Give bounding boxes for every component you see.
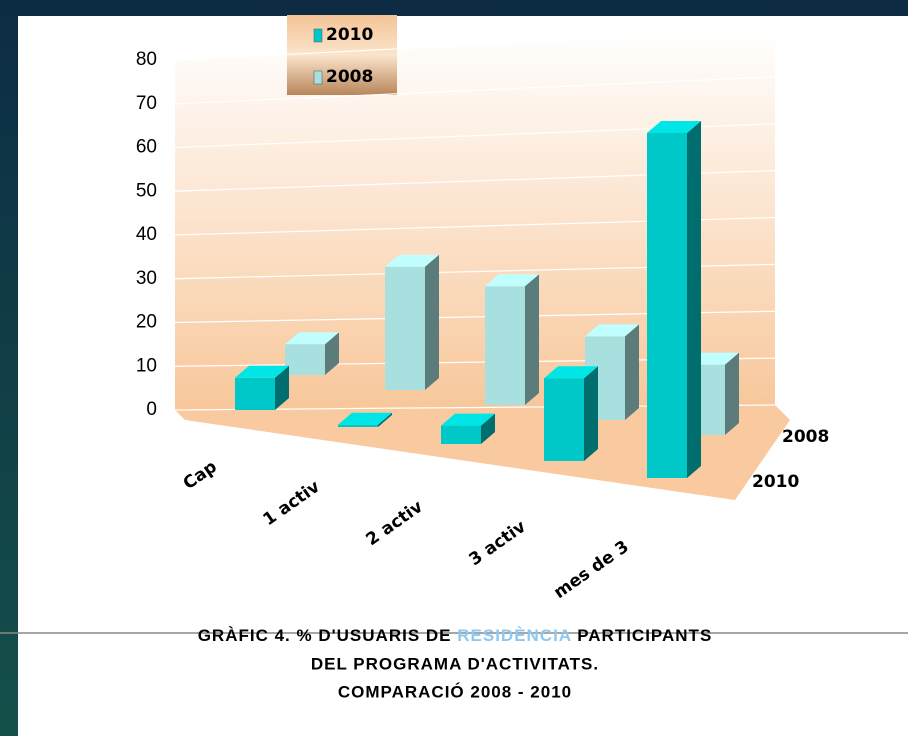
depth-label: 2008 <box>782 427 829 447</box>
title-part: PARTICIPANTS <box>577 626 712 645</box>
bar-side <box>525 274 539 405</box>
bar-top <box>338 412 392 425</box>
grid-line <box>174 29 776 61</box>
bar <box>235 377 275 410</box>
legend <box>287 15 397 95</box>
bar-top <box>285 332 339 345</box>
y-tick-label: 10 <box>136 355 157 376</box>
bar-top <box>585 324 639 337</box>
y-tick-label: 40 <box>136 224 157 245</box>
bar <box>385 266 425 390</box>
bar-side <box>584 366 598 461</box>
y-tick-label: 70 <box>136 93 157 114</box>
title-highlight: RESIDÈNCIA <box>457 626 571 645</box>
bar <box>485 286 525 405</box>
bar-side <box>687 121 701 478</box>
legend-label: 2008 <box>326 67 373 87</box>
bar-side <box>325 332 339 375</box>
bar-top <box>544 366 598 379</box>
y-tick-label: 0 <box>146 399 157 420</box>
bar-side <box>275 365 289 410</box>
depth-label: 2010 <box>752 472 799 492</box>
bar-top <box>235 365 289 378</box>
bar-top <box>485 274 539 287</box>
y-tick-label: 30 <box>136 268 157 289</box>
y-tick-label: 80 <box>136 49 157 70</box>
bar <box>647 133 687 478</box>
bar-side <box>481 413 495 444</box>
bar-side <box>378 412 392 427</box>
legend-swatch <box>313 70 323 85</box>
title-part: GRÀFIC 4. % D'USUARIS DE <box>198 626 452 645</box>
legend-swatch <box>313 28 323 43</box>
bar-side <box>725 352 739 435</box>
y-tick-label: 60 <box>136 137 157 158</box>
bar <box>285 344 325 375</box>
floor <box>175 405 790 500</box>
back-wall <box>175 30 775 410</box>
subtitle: DEL PROGRAMA D'ACTIVITATS. <box>311 654 599 673</box>
y-tick-label: 50 <box>136 180 157 201</box>
subtitle: COMPARACIÓ 2008 - 2010 <box>338 682 572 701</box>
bar-side <box>625 324 639 420</box>
bar <box>441 425 481 444</box>
y-tick-label: 20 <box>136 312 157 333</box>
grid-line <box>174 76 776 105</box>
bar-side <box>425 254 439 390</box>
bar-top <box>441 413 495 426</box>
bar-top <box>647 121 701 133</box>
bar <box>338 424 378 427</box>
title: GRÀFIC 4. % D'USUARIS DE RESIDÈNCIA PART… <box>198 626 713 645</box>
bar <box>544 378 584 461</box>
bar-top <box>385 254 439 267</box>
legend-label: 2010 <box>326 25 373 45</box>
